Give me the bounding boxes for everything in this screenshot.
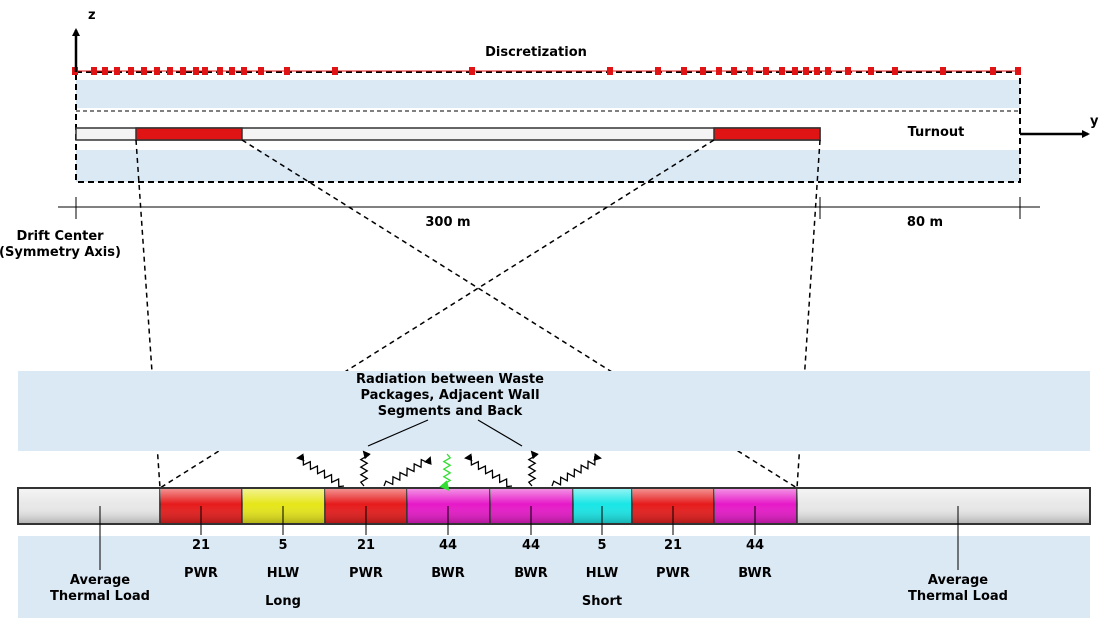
mesh-node <box>681 67 687 75</box>
mesh-node <box>803 67 809 75</box>
mesh-node <box>229 67 235 75</box>
mesh-node <box>607 67 613 75</box>
segment-label: 21 <box>357 538 375 553</box>
mesh-node <box>655 67 661 75</box>
segment-label: Thermal Load <box>908 589 1008 604</box>
mesh-node <box>332 67 338 75</box>
mesh-node <box>167 67 173 75</box>
z-axis-label: z <box>88 8 96 23</box>
mesh-node <box>154 67 160 75</box>
mesh-node <box>180 67 186 75</box>
radiation-arrows <box>296 450 602 492</box>
radiation-pointer-right <box>477 419 523 447</box>
radiation-arrow <box>383 456 432 487</box>
segment-label: 21 <box>664 538 682 553</box>
radiation-arrow <box>464 453 513 488</box>
segment-label: PWR <box>349 566 383 581</box>
mesh-node <box>747 67 753 75</box>
mesh-node <box>1015 67 1021 75</box>
segment-label: 44 <box>746 538 764 553</box>
segment-label: BWR <box>514 566 548 581</box>
mesh-node <box>700 67 706 75</box>
mesh-node <box>202 67 208 75</box>
mesh-node <box>892 67 898 75</box>
segment-label: BWR <box>738 566 772 581</box>
lower-label-band <box>18 536 1090 618</box>
mesh-node <box>102 67 108 75</box>
segment-label: HLW <box>586 566 619 581</box>
y-axis-label: y <box>1090 114 1099 129</box>
dim-80m-label: 80 m <box>907 215 943 230</box>
symmetry-axis-label: (Symmetry Axis) <box>0 245 121 260</box>
radiation-pointer-left <box>367 419 429 447</box>
mesh-nodes <box>72 67 1021 75</box>
segment-label: Average <box>70 573 130 588</box>
segment-label: Short <box>582 594 622 609</box>
mesh-node <box>193 67 199 75</box>
drift-red-section-left <box>135 127 243 141</box>
radiation-arrow <box>551 453 602 487</box>
segment-label: 44 <box>522 538 540 553</box>
radiation-arrow <box>359 450 371 487</box>
segment-label: 5 <box>597 538 606 553</box>
turnout-label: Turnout <box>908 125 965 140</box>
mesh-node <box>469 67 475 75</box>
radiation-label-line1: Radiation between Waste <box>356 372 544 387</box>
segments-outline <box>17 487 1091 525</box>
segment-label: 5 <box>278 538 287 553</box>
radiation-arrow <box>527 450 539 487</box>
segment-label: Thermal Load <box>50 589 150 604</box>
mesh-node <box>779 67 785 75</box>
segment-shading <box>18 488 160 524</box>
mesh-node <box>731 67 737 75</box>
mesh-node <box>792 67 798 75</box>
mesh-node <box>990 67 996 75</box>
radiation-label-line2: Packages, Adjacent Wall <box>360 388 539 403</box>
mesh-node <box>91 67 97 75</box>
mesh-node <box>814 67 820 75</box>
segment-shading <box>797 488 1090 524</box>
radiation-arrow <box>439 453 452 492</box>
segment-label: Long <box>265 594 301 609</box>
mesh-node <box>241 67 247 75</box>
segment-label: 21 <box>192 538 210 553</box>
mesh-node <box>845 67 851 75</box>
waste-package-segments <box>17 487 1091 525</box>
mesh-node <box>217 67 223 75</box>
mesh-node <box>825 67 831 75</box>
radiation-arrow <box>296 453 345 488</box>
mesh-node <box>128 67 134 75</box>
mesh-node <box>284 67 290 75</box>
segment-label: HLW <box>267 566 300 581</box>
drift-center-label: Drift Center <box>16 229 104 244</box>
segment-label: 44 <box>439 538 457 553</box>
segment-label: PWR <box>184 566 218 581</box>
segment-label: PWR <box>656 566 690 581</box>
mesh-node <box>763 67 769 75</box>
radiation-label-line3: Segments and Back <box>378 404 523 419</box>
lower-rock-band <box>76 150 1020 182</box>
mesh-node <box>868 67 874 75</box>
model-domain-box <box>75 71 1021 183</box>
discretization-label: Discretization <box>485 45 587 60</box>
mesh-node <box>716 67 722 75</box>
mesh-node <box>141 67 147 75</box>
drift-red-section-right <box>713 127 821 141</box>
mesh-node <box>258 67 264 75</box>
segment-label: BWR <box>431 566 465 581</box>
dim-300m-label: 300 m <box>425 215 470 230</box>
segment-label: Average <box>928 573 988 588</box>
mesh-node <box>114 67 120 75</box>
lower-upper-band <box>18 371 1090 451</box>
upper-rock-band <box>76 80 1020 108</box>
mesh-node <box>940 67 946 75</box>
